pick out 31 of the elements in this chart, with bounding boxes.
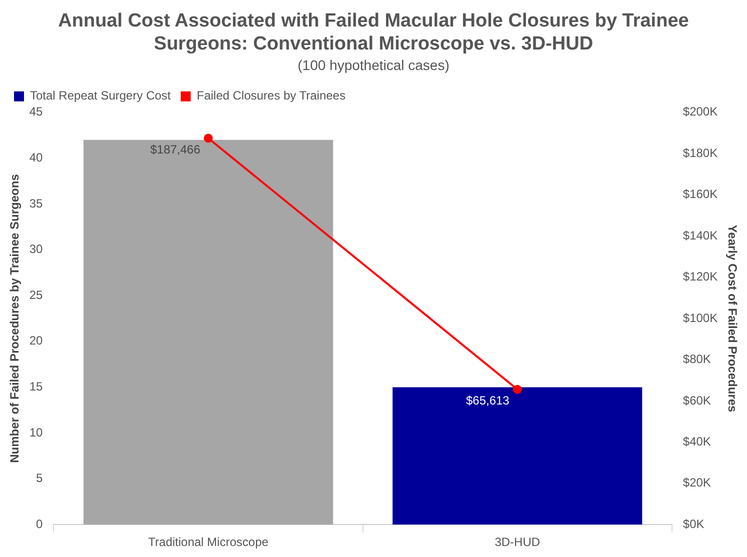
y-tick-label: 25 bbox=[29, 288, 44, 302]
y-tick-label: 15 bbox=[29, 380, 44, 394]
legend-label: Total Repeat Surgery Cost bbox=[30, 88, 172, 103]
y2-tick-label: $180K bbox=[682, 146, 718, 160]
data-label: $187,466 bbox=[150, 142, 201, 157]
y2-tick-label: $160K bbox=[682, 187, 718, 202]
y2-tick-label: $20K bbox=[682, 476, 711, 490]
y-tick-label: 5 bbox=[36, 471, 44, 486]
y2-tick-label: $80K bbox=[682, 352, 711, 366]
y-tick-label: 0 bbox=[36, 516, 44, 531]
chart-subtitle: (100 hypothetical cases) bbox=[298, 56, 450, 73]
y-tick-label: 30 bbox=[29, 242, 44, 256]
y2-tick-label: $140K bbox=[682, 228, 718, 242]
y-axis-title: Number of Failed Procedures by Trainee Surgeons bbox=[8, 174, 22, 463]
x-tick-label: 3D-HUD bbox=[494, 535, 540, 550]
x-tick-label: Traditional Microscope bbox=[148, 535, 269, 550]
y-tick-label: 35 bbox=[29, 196, 44, 210]
y2-tick-label: $60K bbox=[682, 393, 711, 408]
chart-title: Annual Cost Associated with Failed Macular Hole Closures by Trainee Surgeons: Conventional Microscope vs. 3D-HUD bbox=[58, 10, 689, 54]
y-tick-label: 20 bbox=[29, 334, 44, 348]
y2-axis-title: Yearly Cost of Failed Procedures bbox=[725, 224, 740, 413]
y2-tick-label: $200K bbox=[682, 104, 718, 119]
y2-tick-label: $40K bbox=[682, 434, 711, 448]
y-tick-label: 45 bbox=[29, 104, 44, 119]
y2-tick-label: $120K bbox=[682, 270, 718, 284]
y-tick-label: 10 bbox=[29, 425, 44, 440]
legend-label: Failed Closures by Trainees bbox=[196, 88, 346, 103]
y-tick-label: 40 bbox=[29, 150, 44, 165]
y2-tick-label: $0K bbox=[682, 516, 704, 531]
data-label: $65,613 bbox=[466, 394, 510, 408]
y2-tick-label: $100K bbox=[682, 310, 718, 325]
